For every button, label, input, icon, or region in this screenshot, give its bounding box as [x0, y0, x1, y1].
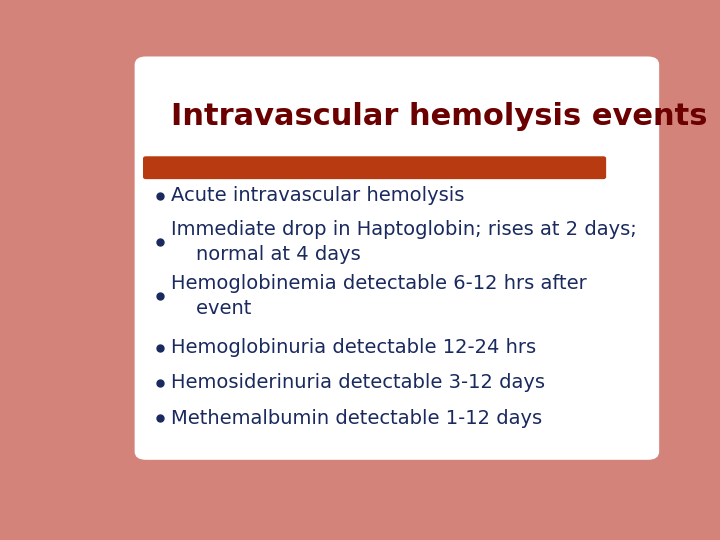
FancyBboxPatch shape — [135, 57, 660, 460]
Text: Acute intravascular hemolysis: Acute intravascular hemolysis — [171, 186, 464, 205]
Text: Intravascular hemolysis events: Intravascular hemolysis events — [171, 102, 708, 131]
Text: Hemoglobinemia detectable 6-12 hrs after
    event: Hemoglobinemia detectable 6-12 hrs after… — [171, 274, 587, 318]
Text: Hemoglobinuria detectable 12-24 hrs: Hemoglobinuria detectable 12-24 hrs — [171, 338, 536, 357]
Text: Hemosiderinuria detectable 3-12 days: Hemosiderinuria detectable 3-12 days — [171, 373, 545, 393]
Text: Immediate drop in Haptoglobin; rises at 2 days;
    normal at 4 days: Immediate drop in Haptoglobin; rises at … — [171, 220, 636, 264]
Text: Methemalbumin detectable 1-12 days: Methemalbumin detectable 1-12 days — [171, 409, 542, 428]
FancyBboxPatch shape — [143, 156, 606, 179]
